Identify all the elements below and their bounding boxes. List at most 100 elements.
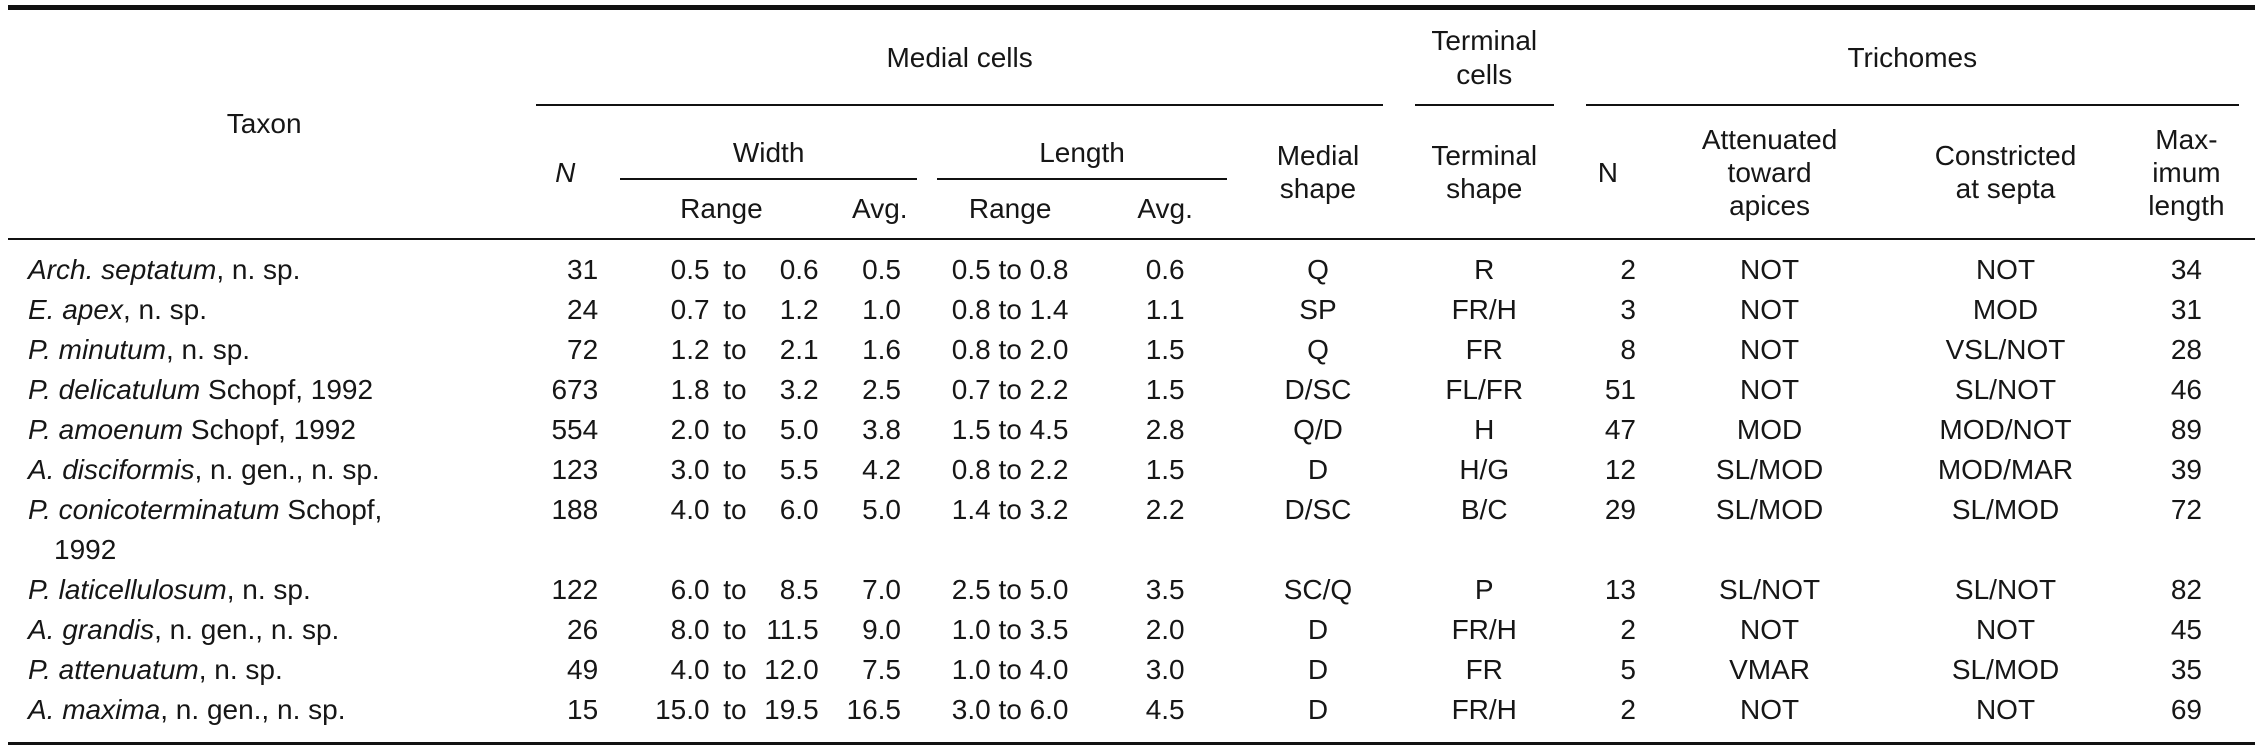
taxon-name-roman: Schopf, bbox=[279, 494, 383, 525]
attenuated-cell: NOT bbox=[1740, 254, 1800, 285]
table-row: P. conicoterminatum Schopf, 1992 188 4.0 … bbox=[8, 490, 2255, 570]
taxon-name-roman: Schopf, 1992 bbox=[200, 374, 374, 405]
trichome-n-cell: 2 bbox=[1620, 254, 1636, 285]
taxon-name-italic: P. attenuatum bbox=[28, 654, 199, 685]
taxon-name-roman: , n. gen., n. sp. bbox=[194, 454, 380, 485]
header-group-terminal-cells: Terminal cells bbox=[1399, 8, 1570, 106]
length-avg-cell: 2.2 bbox=[1145, 494, 1185, 525]
length-range-cell: 0.8 to 2.2 bbox=[951, 454, 1069, 485]
medial-shape-cell: D bbox=[1307, 614, 1329, 645]
terminal-shape-cell: FR/H bbox=[1451, 614, 1517, 645]
header-range-avg-row: Range Avg. Range Avg. bbox=[8, 180, 2255, 239]
width-min-cell: 4.0 bbox=[670, 494, 710, 525]
taxon-name-italic: P. conicoterminatum bbox=[28, 494, 280, 525]
taxon-wrap-line: 1992 bbox=[54, 534, 117, 565]
terminal-shape-cell: R bbox=[1474, 254, 1495, 285]
width-to-cell: to bbox=[723, 414, 747, 445]
trichome-n-cell: 51 bbox=[1604, 374, 1636, 405]
width-avg-cell: 4.2 bbox=[862, 454, 901, 485]
taxon-name-italic: P. amoenum bbox=[28, 414, 184, 445]
width-to-cell: to bbox=[723, 294, 747, 325]
header-length-avg: Avg. bbox=[1137, 193, 1193, 224]
width-to-cell: to bbox=[723, 374, 747, 405]
medial-n-cell: 31 bbox=[567, 254, 599, 285]
width-to-cell: to bbox=[723, 574, 747, 605]
table-row: P. laticellulosum, n. sp. 122 6.0 to 8.5… bbox=[8, 570, 2255, 610]
table-row: P. amoenum Schopf, 1992 554 2.0 to 5.0 3… bbox=[8, 410, 2255, 450]
length-rule bbox=[937, 178, 1228, 180]
length-avg-cell: 4.5 bbox=[1145, 694, 1185, 725]
table-row: A. maxima, n. gen., n. sp. 15 15.0 to 19… bbox=[8, 690, 2255, 744]
attenuated-cell: SL/MOD bbox=[1715, 494, 1824, 525]
width-min-cell: 3.0 bbox=[670, 454, 710, 485]
attenuated-cell: NOT bbox=[1740, 374, 1800, 405]
width-avg-cell: 9.0 bbox=[862, 614, 901, 645]
constricted-cell: SL/NOT bbox=[1954, 374, 2057, 405]
max-length-cell: 28 bbox=[2170, 334, 2202, 365]
width-label: Width bbox=[732, 137, 805, 168]
table-body: Arch. septatum, n. sp. 31 0.5 to 0.6 0.5… bbox=[8, 239, 2255, 744]
width-rule bbox=[620, 178, 917, 180]
width-avg-cell: 1.6 bbox=[862, 334, 901, 365]
header-width-avg: Avg. bbox=[852, 193, 908, 224]
width-avg-cell: 1.0 bbox=[862, 294, 901, 325]
table-row: P. attenuatum, n. sp. 49 4.0 to 12.0 7.5… bbox=[8, 650, 2255, 690]
width-min-cell: 1.8 bbox=[670, 374, 710, 405]
width-min-cell: 1.2 bbox=[670, 334, 710, 365]
header-n-medial: N bbox=[555, 156, 576, 188]
taxon-name-roman: , n. sp. bbox=[122, 294, 207, 325]
max-length-cell: 89 bbox=[2170, 414, 2202, 445]
trichome-n-cell: 13 bbox=[1604, 574, 1636, 605]
header-sub-row: N Width Length Medial shape Terminal sha… bbox=[8, 106, 2255, 221]
max-length-cell: 69 bbox=[2170, 694, 2202, 725]
table-row: A. disciformis, n. gen., n. sp. 123 3.0 … bbox=[8, 450, 2255, 490]
terminal-shape-cell: P bbox=[1474, 574, 1494, 605]
length-range-cell: 1.0 to 4.0 bbox=[951, 654, 1069, 685]
length-avg-cell: 3.0 bbox=[1145, 654, 1185, 685]
width-avg-cell: 5.0 bbox=[862, 494, 901, 525]
medial-shape-cell: SP bbox=[1299, 294, 1337, 325]
max-length-cell: 39 bbox=[2170, 454, 2202, 485]
constricted-cell: MOD bbox=[1972, 294, 2039, 325]
taxon-name-italic: Arch. septatum bbox=[28, 254, 217, 285]
medial-n-cell: 673 bbox=[551, 374, 599, 405]
width-max-cell: 2.1 bbox=[779, 334, 819, 365]
header-group-trichomes: Trichomes bbox=[1570, 8, 2255, 106]
trichome-n-cell: 29 bbox=[1604, 494, 1636, 525]
length-avg-cell: 1.5 bbox=[1145, 454, 1185, 485]
trichomes-rule bbox=[1585, 104, 2239, 106]
trichome-n-cell: 3 bbox=[1620, 294, 1636, 325]
attenuated-cell: MOD bbox=[1736, 414, 1803, 445]
trichome-n-cell: 5 bbox=[1620, 654, 1636, 685]
taxon-name-italic: A. disciformis bbox=[28, 454, 195, 485]
medial-cells-label: Medial cells bbox=[886, 42, 1033, 73]
medial-n-cell: 24 bbox=[567, 294, 599, 325]
width-max-cell: 3.2 bbox=[779, 374, 819, 405]
terminal-shape-cell: B/C bbox=[1460, 494, 1508, 525]
width-to-cell: to bbox=[723, 614, 747, 645]
taxon-name-italic: E. apex bbox=[28, 294, 123, 325]
constricted-cell: NOT bbox=[1975, 254, 2036, 285]
length-avg-cell: 2.0 bbox=[1145, 614, 1185, 645]
length-avg-cell: 1.5 bbox=[1145, 374, 1185, 405]
width-max-cell: 12.0 bbox=[764, 654, 819, 685]
length-range-cell: 0.8 to 2.0 bbox=[951, 334, 1069, 365]
length-range-cell: 2.5 to 5.0 bbox=[951, 574, 1069, 605]
table-row: Arch. septatum, n. sp. 31 0.5 to 0.6 0.5… bbox=[8, 239, 2255, 290]
medial-cells-rule bbox=[536, 104, 1383, 106]
width-max-cell: 6.0 bbox=[779, 494, 819, 525]
header-max-length: Max- imum length bbox=[2148, 123, 2225, 221]
taxon-cell: E. apex, n. sp. bbox=[8, 290, 520, 330]
terminal-shape-cell: FR bbox=[1465, 334, 1503, 365]
taxon-name-italic: P. minutum bbox=[28, 334, 166, 365]
header-constricted: Constricted at septa bbox=[1934, 140, 2077, 204]
terminal-shape-cell: FR/H bbox=[1451, 294, 1517, 325]
max-length-cell: 45 bbox=[2170, 614, 2202, 645]
width-avg-cell: 7.0 bbox=[862, 574, 901, 605]
taxon-name-roman: Schopf, 1992 bbox=[183, 414, 356, 445]
header-attenuated: Attenuated toward apices bbox=[1701, 123, 1838, 221]
taxon-name-roman: , n. sp. bbox=[198, 654, 283, 685]
taxon-cell: A. disciformis, n. gen., n. sp. bbox=[8, 450, 520, 490]
taxon-name-roman: , n. sp. bbox=[226, 574, 311, 605]
